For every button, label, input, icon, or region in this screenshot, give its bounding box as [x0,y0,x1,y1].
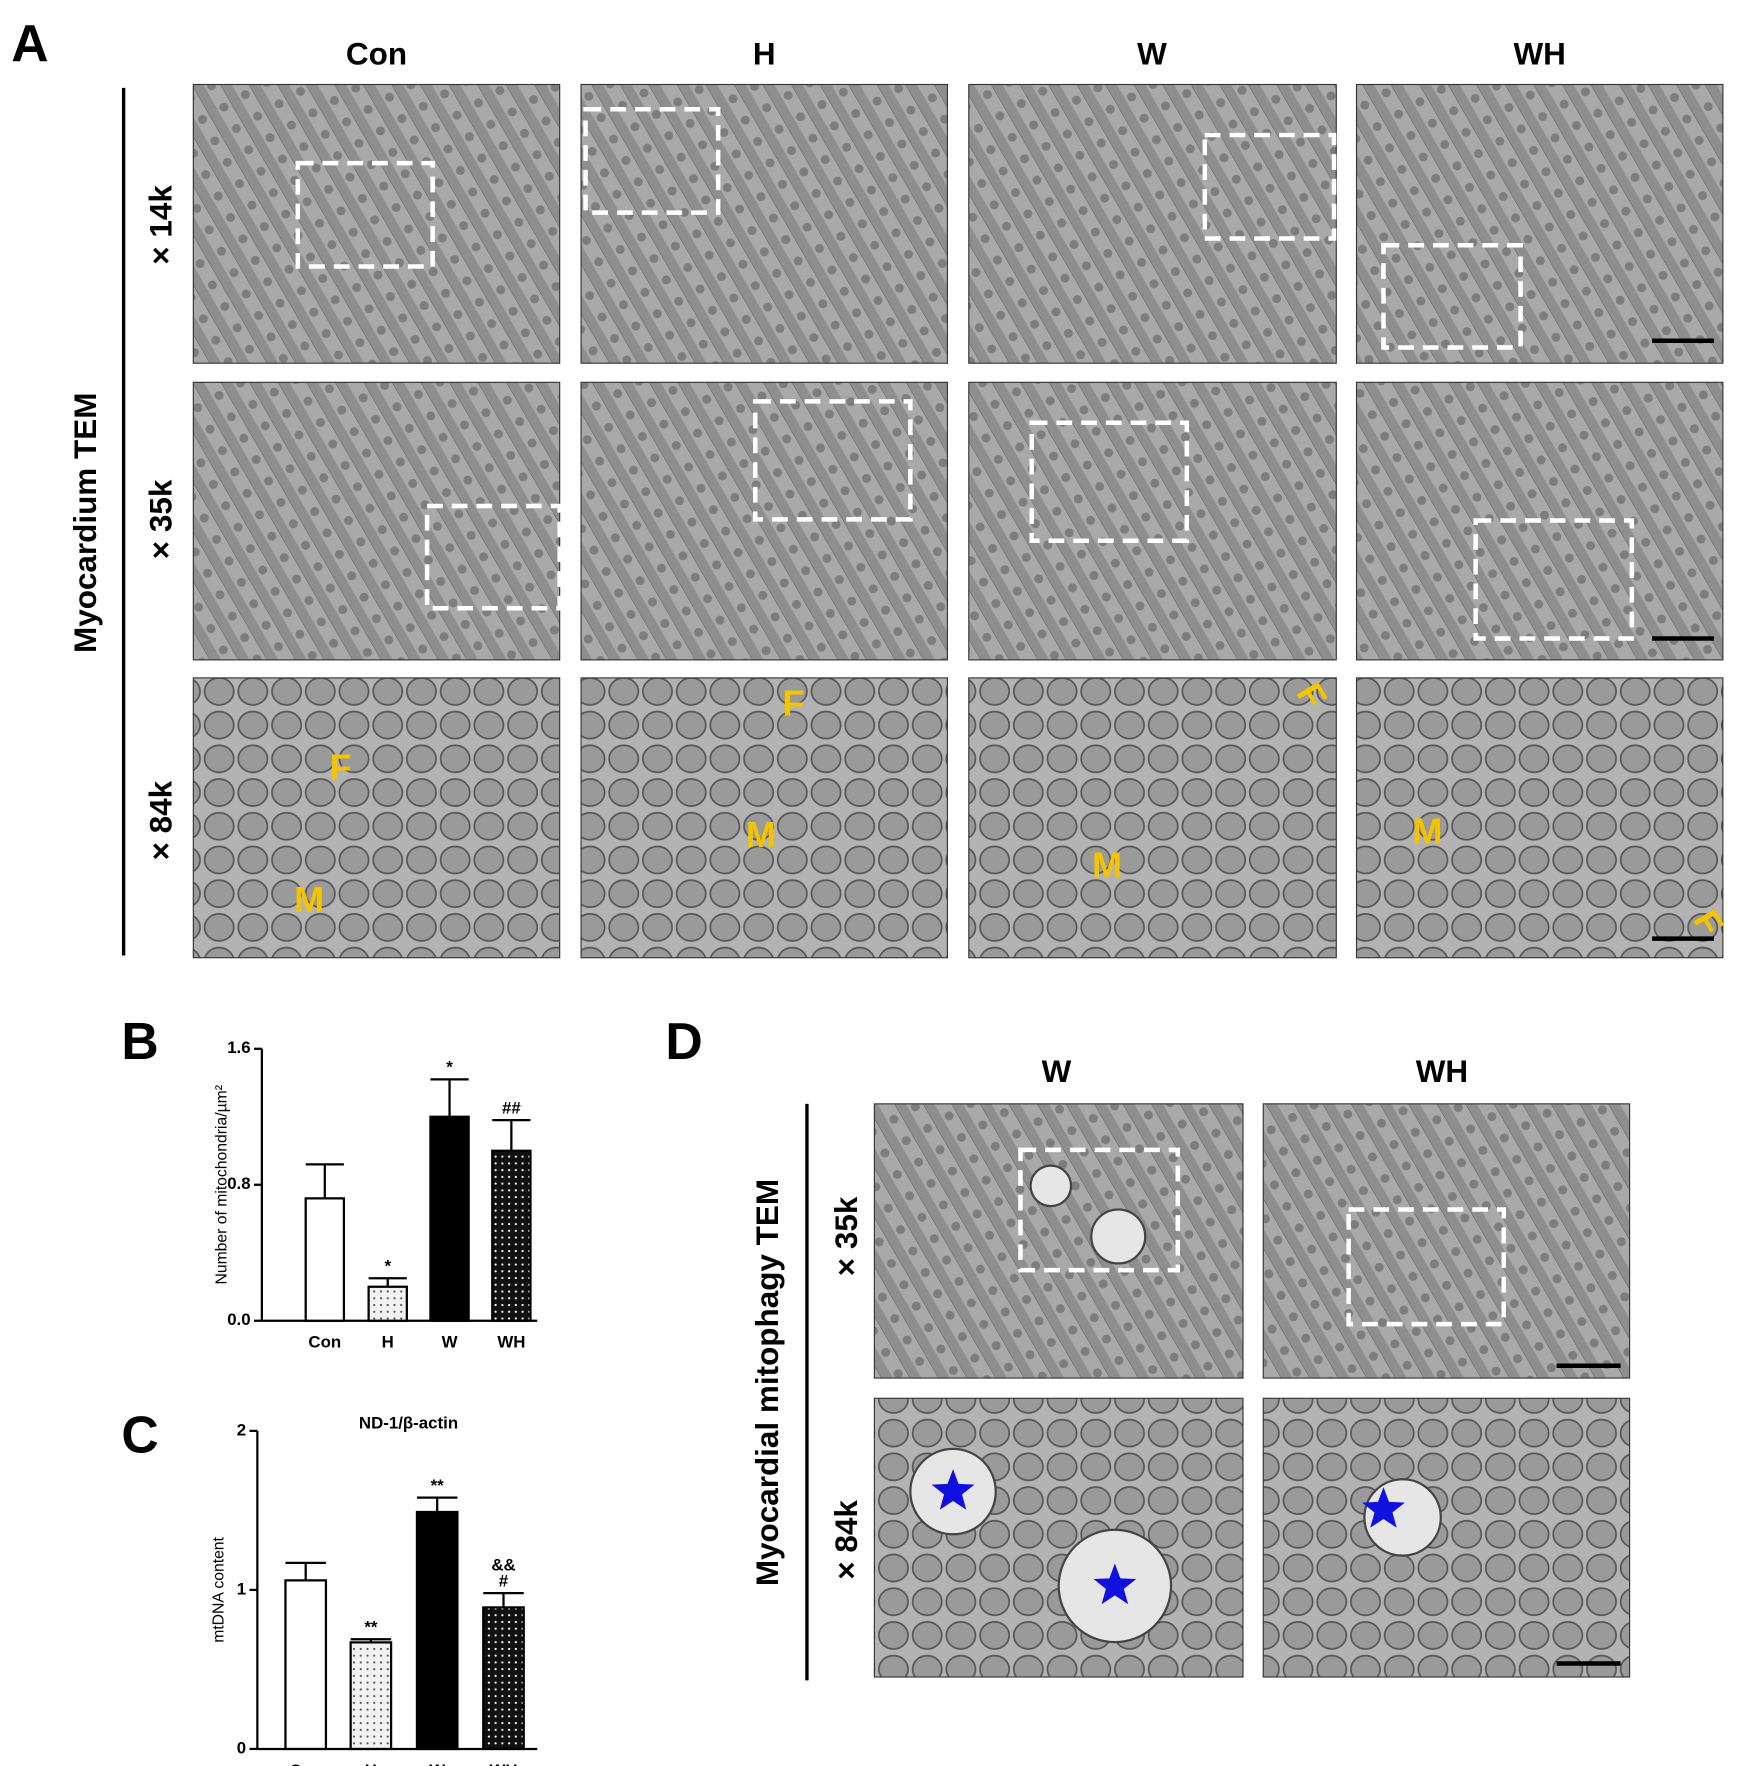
bar [349,1641,393,1751]
column-title: W [1137,37,1167,72]
significance-mark: # [499,1571,509,1590]
error-bar [483,1591,524,1608]
significance-mark: ## [502,1098,521,1117]
error-bar [416,1496,458,1512]
panel-label: A [11,14,48,72]
y-tick-label: 0.0 [227,1310,250,1329]
zoom-box [295,160,435,269]
significance-mark: && [491,1556,515,1575]
row-label: × 14k [143,185,178,265]
micrograph [1262,1103,1631,1379]
significance-mark: * [446,1058,453,1077]
zoom-box [1202,132,1337,241]
y-axis-label: Number of mitochondria/µm² [214,1085,231,1285]
structure-label: M [294,879,324,920]
x-tick-label: H [382,1333,394,1352]
zoom-box [583,106,721,215]
micrograph [192,381,561,661]
star-marker [1093,1563,1137,1605]
significance-mark: * [384,1256,391,1275]
error-bar [305,1163,344,1199]
row-label: × 35k [143,479,178,559]
micrograph [1262,1397,1631,1678]
column-title: WH [1514,37,1566,72]
side-label: Myocardium TEM [68,393,103,653]
x-tick-label: Con [289,1761,322,1766]
x-tick-label: WH [489,1761,517,1766]
column-title: Con [346,37,407,72]
micrograph [580,83,948,364]
side-label: Myocardial mitophagy TEM [750,1179,785,1586]
error-bar [350,1638,392,1643]
micrograph [1355,83,1724,364]
micrograph [580,381,948,661]
bar [284,1579,328,1751]
error-bar [285,1561,326,1581]
micrograph [968,83,1337,364]
x-tick-label: Con [308,1333,341,1352]
y-tick-label: 0 [237,1738,246,1757]
column-title: H [753,37,776,72]
error-bar [492,1119,531,1151]
bar [482,1606,525,1751]
y-tick-label: 2 [237,1420,246,1439]
significance-mark: ** [364,1617,378,1636]
y-tick-label: 0.8 [227,1174,250,1193]
panel-label: C [121,1405,158,1463]
micrograph [580,677,948,959]
zoom-box [1346,1207,1506,1327]
column-title: W [1042,1054,1072,1089]
micrograph [968,381,1337,661]
row-label: × 84k [143,780,178,860]
bar [304,1197,346,1322]
x-tick-label: W [442,1333,458,1352]
zoom-box [1029,420,1190,544]
y-tick-label: 1 [237,1579,246,1598]
structure-label: M [746,814,776,855]
vacuole [1029,1164,1073,1208]
micrograph [873,1397,1244,1678]
bar [415,1510,459,1751]
zoom-box [1018,1147,1181,1273]
structure-label: M [1412,811,1442,852]
zoom-box [752,399,913,522]
error-bar [430,1078,469,1117]
zoom-box [1473,518,1635,641]
micrograph [192,83,561,364]
vacuole [1090,1208,1147,1265]
row-label: × 35k [829,1196,864,1276]
x-tick-label: WH [497,1333,525,1352]
x-tick-label: H [365,1761,377,1766]
y-axis-label: mtDNA content [210,1536,227,1642]
x-tick-label: W [429,1761,445,1766]
micrograph [873,1103,1244,1379]
structure-label: F [782,682,804,723]
bar [367,1285,408,1322]
structure-label: M [1092,844,1122,885]
bar [491,1149,532,1322]
structure-label: F [330,747,352,788]
micrograph [1355,677,1724,959]
chart-title: ND-1/β-actin [359,1414,458,1433]
significance-mark: ** [431,1476,445,1495]
star-marker [931,1469,975,1510]
row-label: × 84k [829,1500,864,1580]
micrograph [968,677,1337,959]
zoom-box [1381,242,1523,350]
y-tick-label: 1.6 [227,1038,250,1057]
micrograph [192,677,561,959]
panel-label: B [121,1012,158,1070]
bar [429,1115,470,1322]
column-title: WH [1416,1054,1468,1089]
star-marker [1362,1487,1405,1528]
zoom-box [424,503,562,611]
panel-label: D [665,1012,702,1070]
error-bar [368,1277,407,1287]
